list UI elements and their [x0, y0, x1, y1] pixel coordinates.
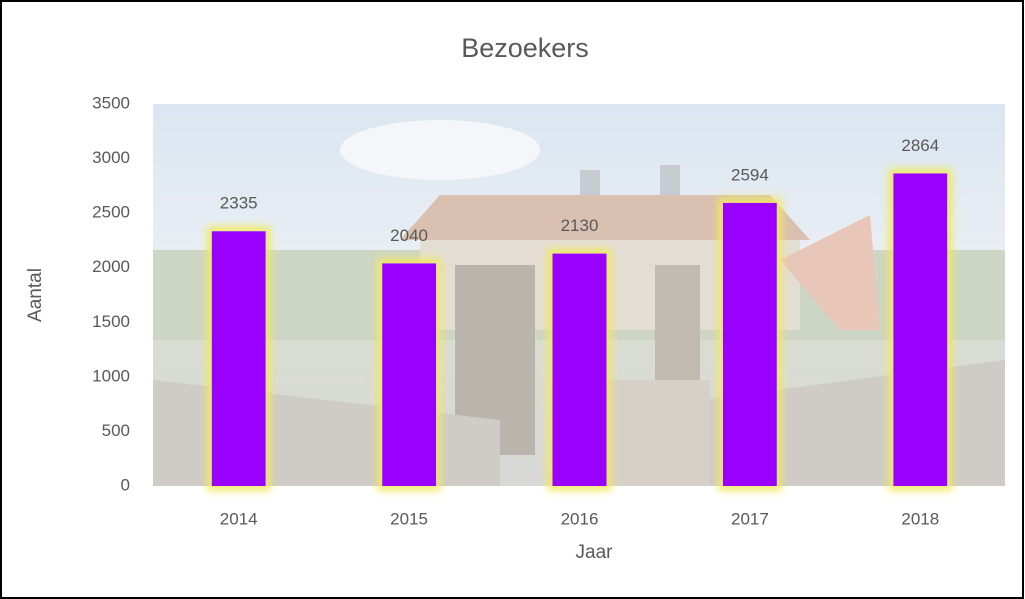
- data-label: 2335: [220, 194, 258, 213]
- y-tick-label: 1000: [92, 366, 130, 385]
- y-tick-label: 500: [102, 421, 130, 440]
- page: Bezoekers Jaar Aantal 0 500 1000 1500 2000 25…: [0, 0, 1025, 599]
- x-tick-label: 2017: [731, 509, 769, 528]
- bar: [893, 173, 947, 486]
- x-tick-label: 2018: [901, 509, 939, 528]
- bar: [382, 263, 436, 486]
- x-tick-label: 2015: [390, 509, 428, 528]
- y-tick-label: 3000: [92, 148, 130, 167]
- bar: [212, 231, 266, 486]
- chart-title: Bezoekers: [461, 33, 589, 63]
- y-tick-label: 0: [121, 475, 130, 494]
- data-label: 2594: [731, 165, 769, 184]
- chart: Bezoekers Jaar Aantal 0 500 1000 1500 2000 25…: [0, 0, 1025, 599]
- y-tick-label: 3500: [92, 93, 130, 112]
- y-axis-label: Aantal: [25, 268, 46, 322]
- data-label: 2130: [561, 216, 599, 235]
- x-axis-label: Jaar: [576, 542, 614, 563]
- data-label: 2040: [390, 226, 428, 245]
- y-tick-label: 1500: [92, 312, 130, 331]
- bar: [553, 254, 607, 486]
- x-tick-label: 2014: [220, 509, 258, 528]
- y-tick-label: 2500: [92, 203, 130, 222]
- data-label: 2864: [901, 136, 939, 155]
- y-tick-label: 2000: [92, 257, 130, 276]
- x-tick-label: 2016: [561, 509, 599, 528]
- bar: [723, 203, 777, 486]
